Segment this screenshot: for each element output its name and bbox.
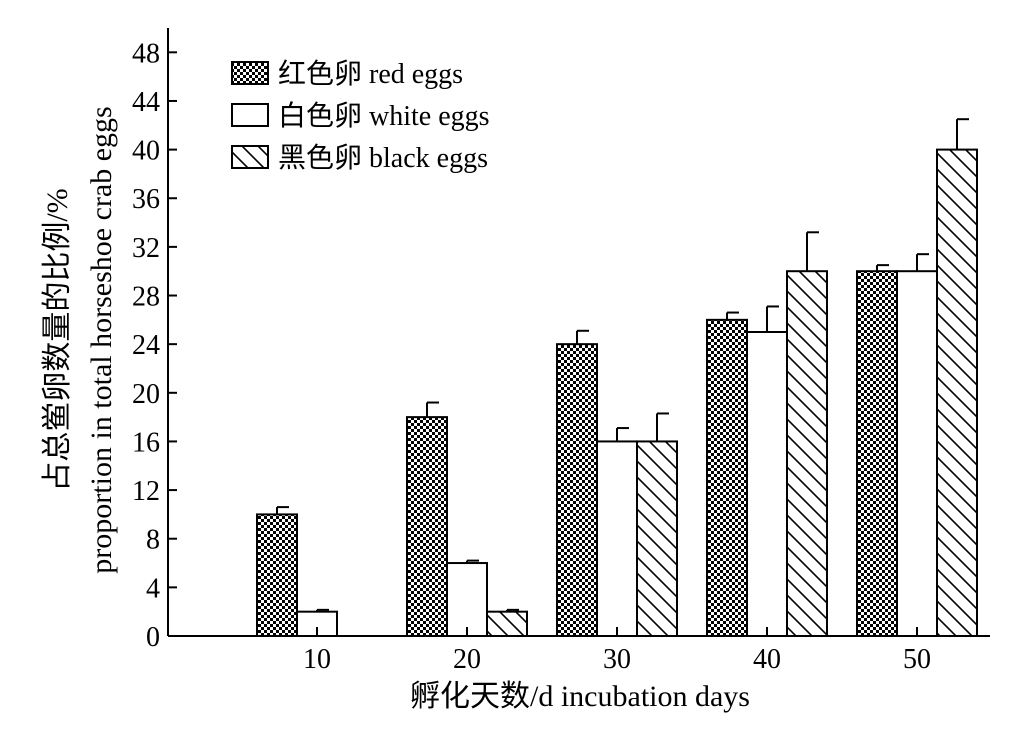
bar-checker-50 — [856, 270, 898, 637]
error-bar-diagonal-30 — [656, 412, 669, 442]
axes-layer — [167, 28, 990, 637]
error-bar-checker-50 — [876, 264, 889, 272]
legend: 红色卵 red eggs 白色卵 white eggs 黑色卵 black eggs — [231, 58, 490, 174]
y-axis-title-line1: 占总鲎卵数量的比例/% — [41, 188, 74, 491]
error-bar-plain-40 — [766, 305, 779, 332]
bar-diagonal-50 — [936, 148, 978, 637]
x-ticks-layer: 10 20 30 40 50 — [303, 627, 931, 675]
y-tick-label: 20 — [132, 379, 160, 410]
error-bars-layer — [276, 118, 969, 612]
y-tick-label: 8 — [146, 525, 160, 556]
bars-layer — [256, 148, 978, 638]
y-axis-title-line2: proportion in total horseshoe crab eggs — [85, 106, 118, 573]
y-tick-label: 28 — [132, 282, 160, 313]
bar-diagonal-40 — [786, 270, 828, 637]
y-tick-label: 32 — [132, 233, 160, 264]
legend-swatch — [231, 103, 269, 127]
legend-item-diagonal: 黑色卵 black eggs — [231, 142, 488, 174]
legend-label: 黑色卵 black eggs — [278, 142, 488, 174]
x-tick-label: 40 — [753, 644, 781, 675]
y-tick-label: 12 — [132, 476, 160, 507]
bar-plain-20 — [446, 562, 488, 637]
bar-checker-10 — [256, 513, 298, 638]
legend-swatch — [231, 145, 269, 169]
y-tick-label: 48 — [132, 38, 160, 69]
legend-item-plain: 白色卵 white eggs — [231, 100, 490, 132]
x-tick-label: 20 — [453, 644, 481, 675]
bar-checker-20 — [406, 416, 448, 637]
error-bar-diagonal-20 — [506, 608, 519, 612]
y-tick-label: 16 — [132, 427, 160, 458]
bar-plain-40 — [746, 331, 788, 637]
bar-checker-40 — [706, 318, 748, 637]
y-tick-label: 36 — [132, 184, 160, 215]
error-bar-diagonal-40 — [806, 231, 819, 272]
legend-label: 白色卵 white eggs — [278, 100, 490, 132]
error-bar-plain-20 — [466, 559, 479, 564]
y-axis-title: 占总鲎卵数量的比例/% proportion in total horsesho… — [41, 106, 118, 573]
y-tick-label: 4 — [146, 573, 160, 604]
bar-diagonal-20 — [486, 610, 528, 637]
legend-label: 红色卵 red eggs — [278, 58, 463, 90]
error-bar-plain-10 — [316, 608, 329, 612]
x-tick-label: 10 — [303, 644, 331, 675]
x-tick-label: 30 — [603, 644, 631, 675]
error-bar-checker-10 — [276, 506, 289, 515]
y-tick-label: 0 — [146, 622, 160, 653]
bar-plain-50 — [896, 270, 938, 637]
error-bar-diagonal-50 — [956, 118, 969, 150]
bar-plain-30 — [596, 440, 638, 637]
y-tick-label: 24 — [132, 330, 160, 361]
error-bar-plain-50 — [916, 253, 929, 272]
legend-swatch — [231, 61, 269, 85]
bar-checker-30 — [556, 343, 598, 637]
legend-item-checker: 红色卵 red eggs — [231, 58, 463, 90]
y-tick-label: 44 — [132, 87, 160, 118]
error-bar-checker-20 — [426, 401, 439, 418]
error-bar-checker-40 — [726, 311, 739, 320]
error-bar-checker-30 — [576, 329, 589, 345]
bar-diagonal-30 — [636, 440, 678, 637]
x-axis-title: 孵化天数/d incubation days — [410, 680, 750, 713]
error-bar-plain-30 — [616, 427, 629, 442]
y-tick-label: 40 — [132, 136, 160, 167]
x-tick-label: 50 — [903, 644, 931, 675]
